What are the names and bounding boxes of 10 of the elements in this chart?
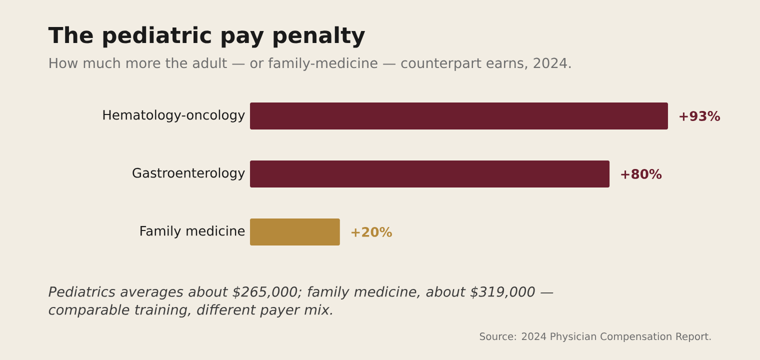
- data-label: +80%: [621, 169, 662, 179]
- chart-subtitle: How much more the adult — or family-medicine — counterpart earns, 2024.: [50, 58, 571, 71]
- data-label: +20%: [352, 227, 392, 237]
- text: Pediatrics averages about $265,000; family medicine, about $319,000 — comparable training, different payer mix.: [48, 286, 554, 318]
- source-note: Source: 2024 Physician Compensation Report.: [480, 332, 711, 342]
- chart-title: The pediatric pay penalty: [48, 26, 366, 48]
- data-label: +93%: [680, 111, 720, 121]
- y-tick-label: Gastroenterology: [132, 168, 245, 180]
- y-tick-label: Hematology-oncology: [103, 110, 245, 122]
- y-tick-label: Family medicine: [140, 226, 245, 238]
